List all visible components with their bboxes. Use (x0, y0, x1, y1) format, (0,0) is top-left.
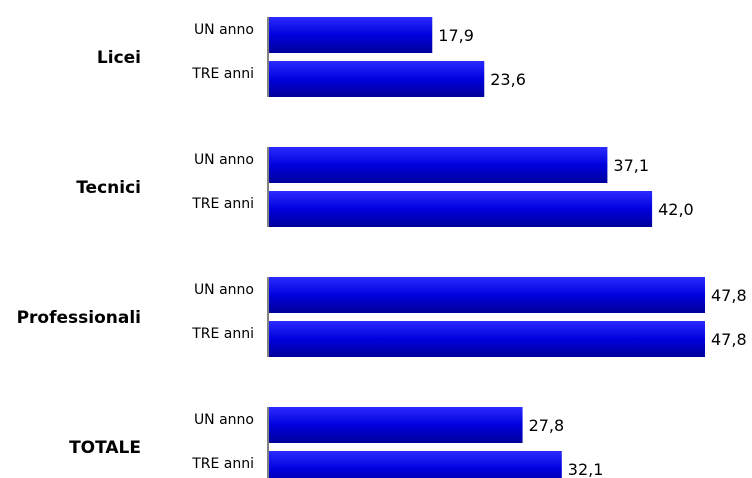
bar (269, 147, 608, 183)
bar-value-label: 23,6 (490, 70, 526, 89)
bar (269, 277, 705, 313)
bar (269, 407, 523, 443)
bar-group-professionali: Professionali UN anno 47,8 TRE anni 47,8 (17, 277, 747, 357)
bar-category-label: TRE anni (191, 66, 254, 82)
bar-value-label: 27,8 (529, 416, 565, 435)
bar (269, 451, 562, 478)
bar-category-label: TRE anni (191, 196, 254, 212)
bar (269, 321, 705, 357)
bar-category-label: TRE anni (191, 326, 254, 342)
bar-value-label: 32,1 (568, 460, 604, 478)
bar-value-label: 47,8 (711, 286, 747, 305)
bar-category-label: UN anno (194, 412, 254, 428)
bar-category-label: UN anno (194, 152, 254, 168)
bar-category-label: UN anno (194, 282, 254, 298)
group-label: Tecnici (76, 178, 141, 198)
bar-value-label: 42,0 (658, 200, 694, 219)
bar-value-label: 47,8 (711, 330, 747, 349)
plot-area: Licei UN anno 17,9 TRE anni 23,6 Tecnici UN an… (17, 17, 747, 478)
bar-category-label: TRE anni (191, 456, 254, 472)
group-label: TOTALE (69, 438, 141, 458)
bar (269, 191, 653, 227)
bar-value-label: 17,9 (438, 26, 474, 45)
bar (269, 17, 433, 53)
group-label: Licei (97, 48, 141, 68)
bar (269, 61, 485, 97)
bar-group-licei: Licei UN anno 17,9 TRE anni 23,6 (97, 17, 526, 97)
bar-group-totale: TOTALE UN anno 27,8 TRE anni 32,1 (69, 407, 603, 478)
bar-category-label: UN anno (194, 22, 254, 38)
bar-value-label: 37,1 (613, 156, 649, 175)
group-label: Professionali (17, 308, 141, 328)
bar-group-tecnici: Tecnici UN anno 37,1 TRE anni 42,0 (76, 147, 694, 227)
